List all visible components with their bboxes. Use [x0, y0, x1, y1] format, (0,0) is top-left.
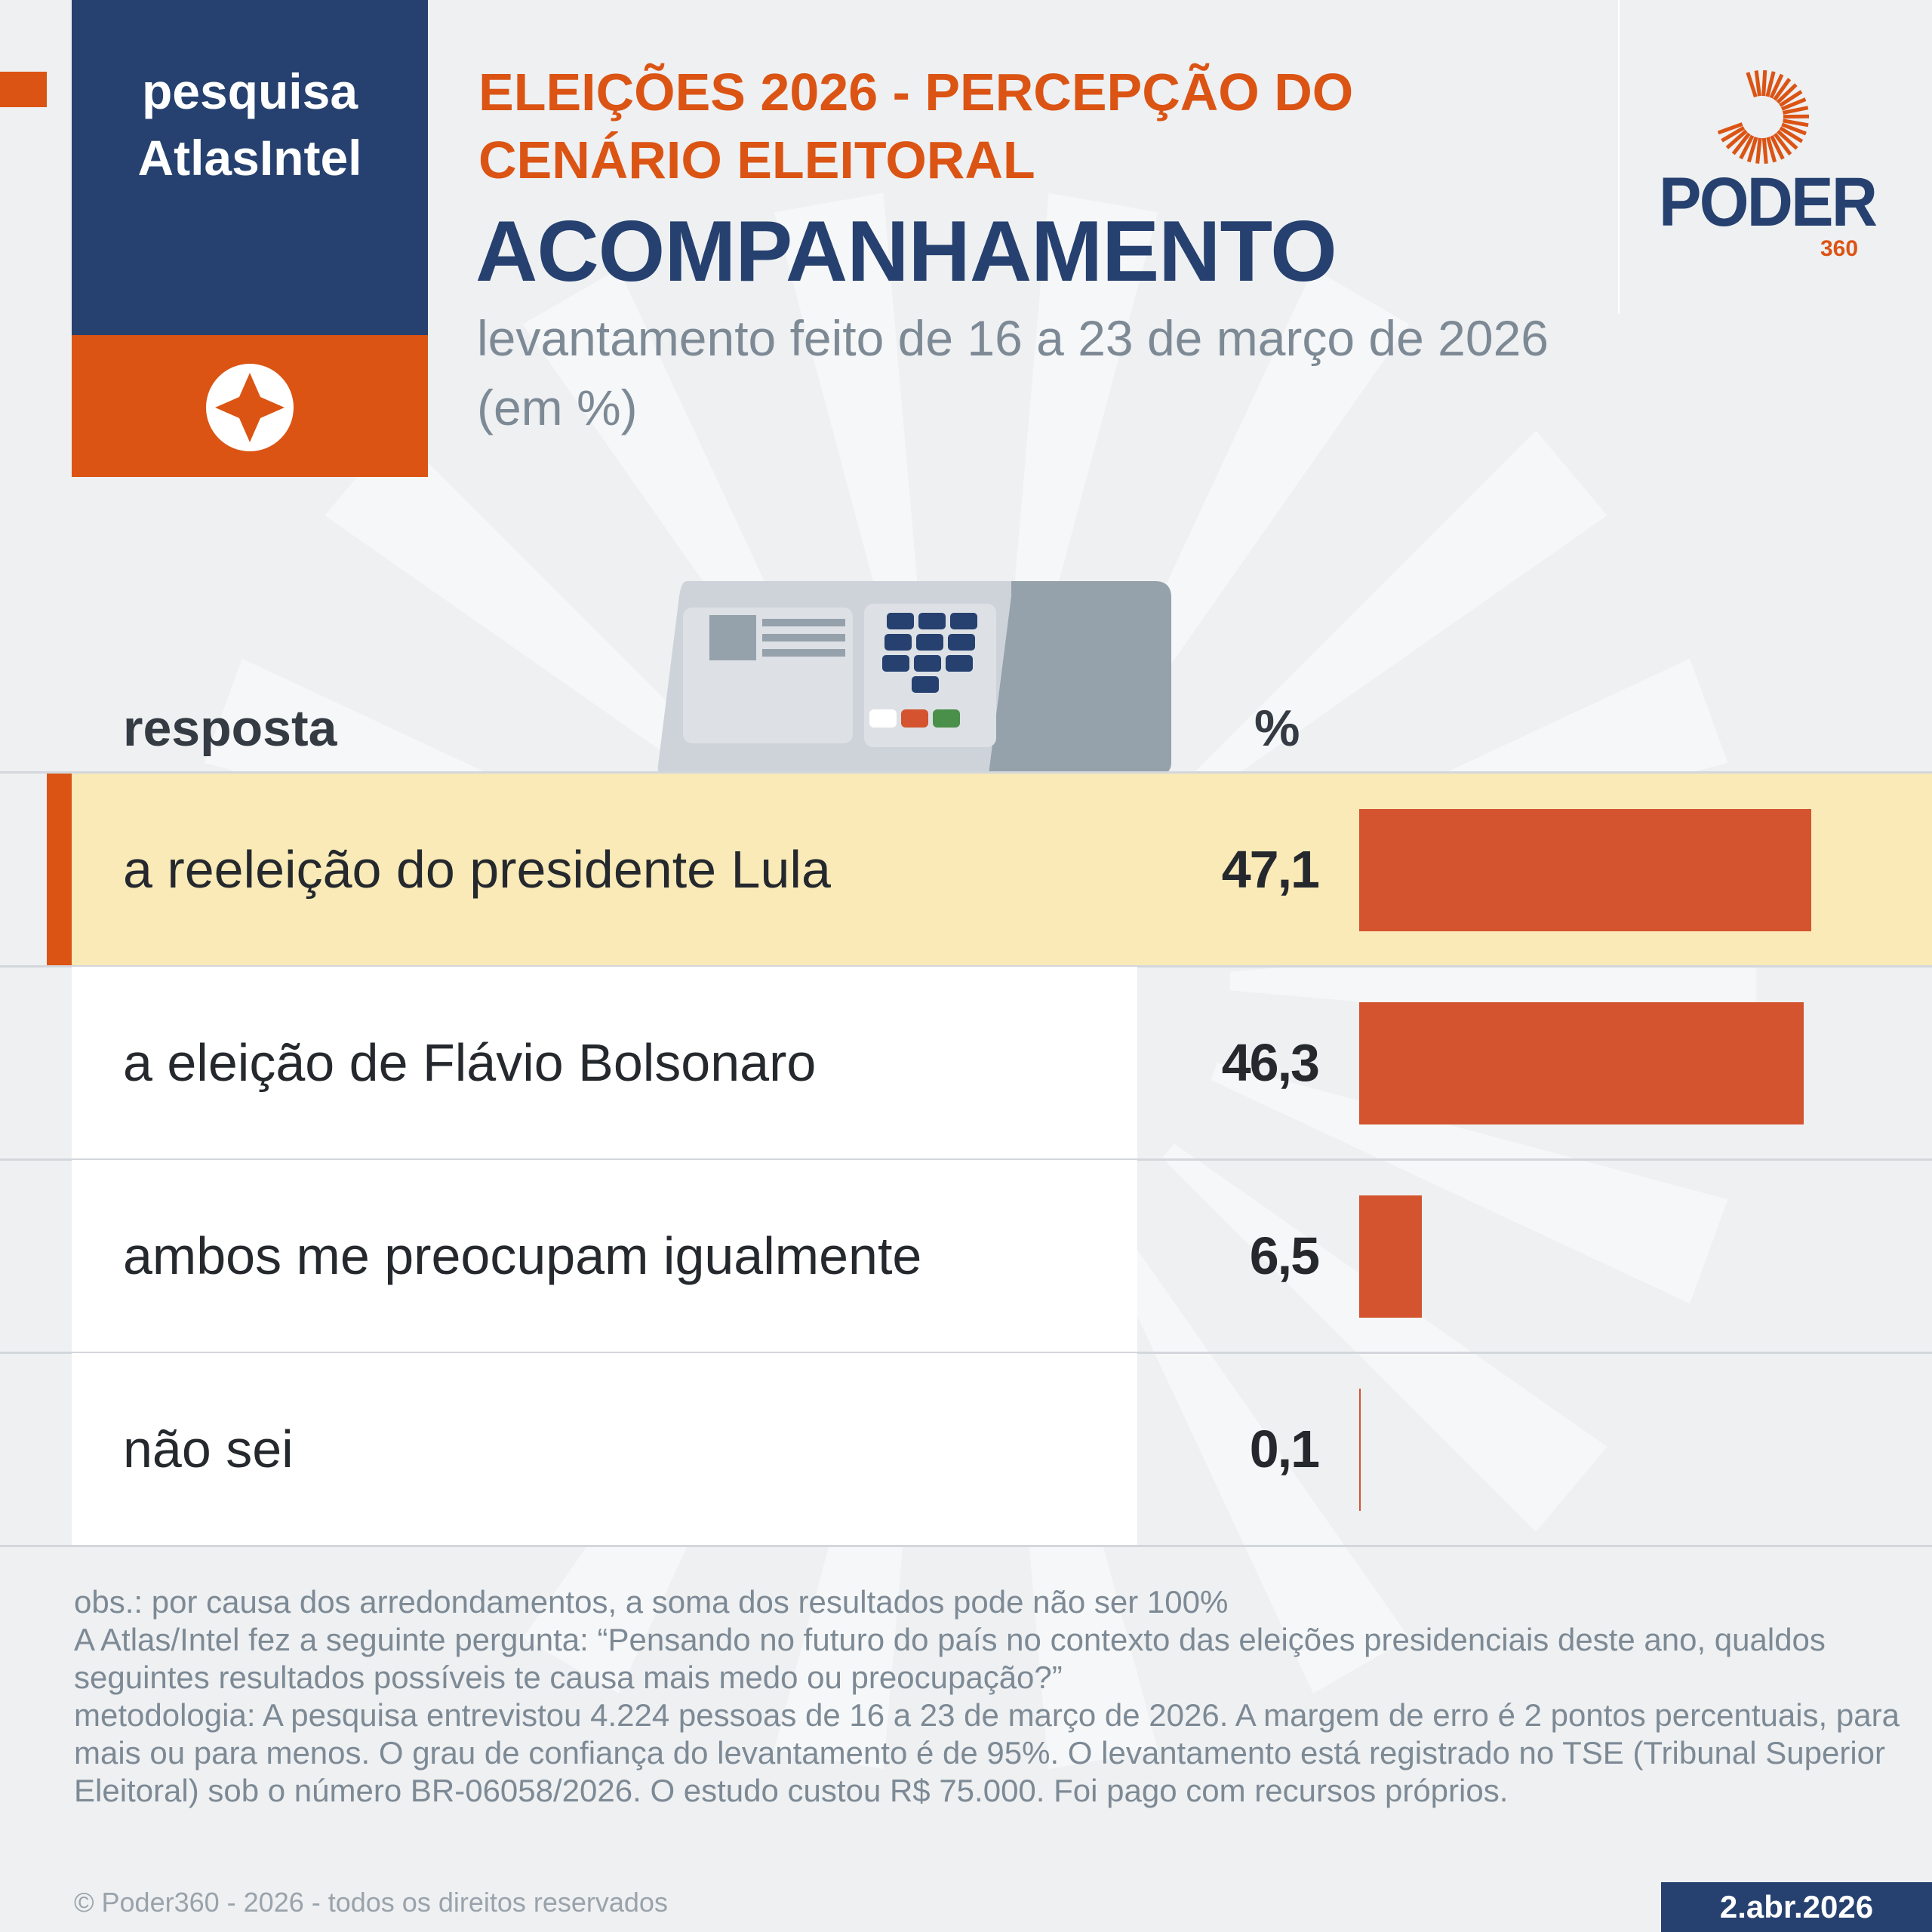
row-value: 0,1 [1249, 1420, 1320, 1478]
row-background [72, 1160, 1137, 1352]
sun-ray [1769, 73, 1784, 99]
brand-line2: AtlasIntel [137, 130, 362, 186]
methodology-note: metodologia: A pesquisa entrevistou 4.22… [74, 1697, 1900, 1808]
sun-ray [1765, 71, 1776, 97]
sun-ray [1779, 90, 1803, 107]
divider [1618, 0, 1620, 314]
table-row: ambos me preocupam igualmente 6,5 [0, 1160, 1932, 1354]
background-ray [325, 430, 770, 819]
sun-ray [1779, 126, 1804, 143]
highlight-marker [47, 774, 72, 965]
row-separator [0, 1545, 1932, 1547]
footnotes: obs.: por causa dos arredondamentos, a s… [74, 1583, 1915, 1810]
header-separator [0, 771, 1932, 774]
background-ray [1162, 1143, 1607, 1532]
table-row: não sei 0,1 [0, 1353, 1932, 1547]
sun-ray [1721, 126, 1746, 143]
column-header-resposta: resposta [123, 700, 337, 757]
sun-ray [1754, 70, 1761, 97]
keypad-key [916, 634, 943, 651]
compass-box [72, 335, 428, 477]
sun-ray [1766, 137, 1777, 163]
obs-note: obs.: por causa dos arredondamentos, a s… [74, 1584, 1229, 1620]
sun-ray [1777, 129, 1798, 150]
sun-ray [1770, 134, 1785, 160]
table-row: a reeleição do presidente Lula 47,1 [0, 774, 1932, 968]
sun-ray [1755, 137, 1762, 164]
brand-line1: pesquisa [141, 63, 358, 119]
keypad-key [946, 655, 973, 672]
row-separator [0, 965, 1932, 968]
bar [1359, 1389, 1361, 1511]
background-ray [1211, 1063, 1728, 1304]
keypad-key [918, 613, 946, 629]
sun-ray [1773, 78, 1792, 101]
question-note: A Atlas/Intel fez a seguinte pergunta: “… [74, 1622, 1826, 1695]
keypad-key [912, 676, 939, 693]
kicker-line1: ELEIÇÕES 2026 - PERCEPÇÃO DO [478, 63, 1354, 122]
sun-ray [1761, 69, 1767, 97]
sun-ray [1781, 122, 1807, 136]
sun-ray [1717, 122, 1743, 135]
keypad-key [914, 655, 941, 672]
bar [1359, 809, 1812, 931]
orange-tab [0, 72, 47, 107]
background-ray [1090, 1204, 1410, 1694]
sun-ray [1773, 132, 1792, 155]
bar [1359, 1002, 1804, 1124]
sun-ray [1739, 134, 1755, 160]
sun-ray [1746, 137, 1758, 163]
bar [1359, 1195, 1422, 1318]
row-value: 6,5 [1249, 1226, 1320, 1285]
compass-icon [206, 364, 294, 451]
kicker-line2: CENÁRIO ELEITORAL [478, 131, 1035, 189]
keypad-key [887, 613, 914, 629]
publish-date: 2.abr.2026 [1661, 1882, 1932, 1932]
keypad-key [884, 634, 912, 651]
row-label: ambos me preocupam igualmente [123, 1226, 922, 1285]
background-ray [1162, 430, 1607, 819]
poder360-logo: PODER [1659, 164, 1878, 241]
keypad-key [950, 613, 977, 629]
sun-ray [1783, 118, 1809, 128]
poder360-number: 360 [1820, 236, 1859, 261]
sun-ray [1780, 97, 1807, 111]
row-label: não sei [123, 1420, 294, 1478]
row-label: a eleição de Flávio Bolsonaro [123, 1033, 817, 1092]
sun-ray [1782, 106, 1809, 115]
row-separator [0, 1158, 1932, 1161]
row-background [72, 967, 1137, 1158]
row-background [72, 1353, 1137, 1545]
keypad-key [948, 634, 975, 651]
sun-ray [1725, 129, 1748, 149]
sun-ray [1731, 132, 1751, 155]
page-title: ACOMPANHAMENTO [475, 204, 1337, 300]
row-value: 47,1 [1221, 840, 1320, 899]
sun-ray [1746, 72, 1758, 98]
row-separator [0, 1352, 1932, 1354]
sun-ray [1761, 137, 1768, 164]
voting-machine-icon [657, 581, 1171, 774]
subtitle: levantamento feito de 16 a 23 de março d… [477, 310, 1549, 435]
column-header-percent: % [1254, 700, 1300, 757]
atlasintel-box [72, 0, 428, 335]
keypad-key [882, 655, 909, 672]
sun-ray [1776, 83, 1798, 104]
poder360-sun-icon [1717, 69, 1810, 164]
row-value: 46,3 [1221, 1033, 1320, 1092]
table-row: a eleição de Flávio Bolsonaro 46,3 [0, 967, 1932, 1161]
copyright: © Poder360 - 2026 - todos os direitos re… [74, 1887, 668, 1918]
row-label: a reeleição do presidente Lula [123, 840, 831, 899]
